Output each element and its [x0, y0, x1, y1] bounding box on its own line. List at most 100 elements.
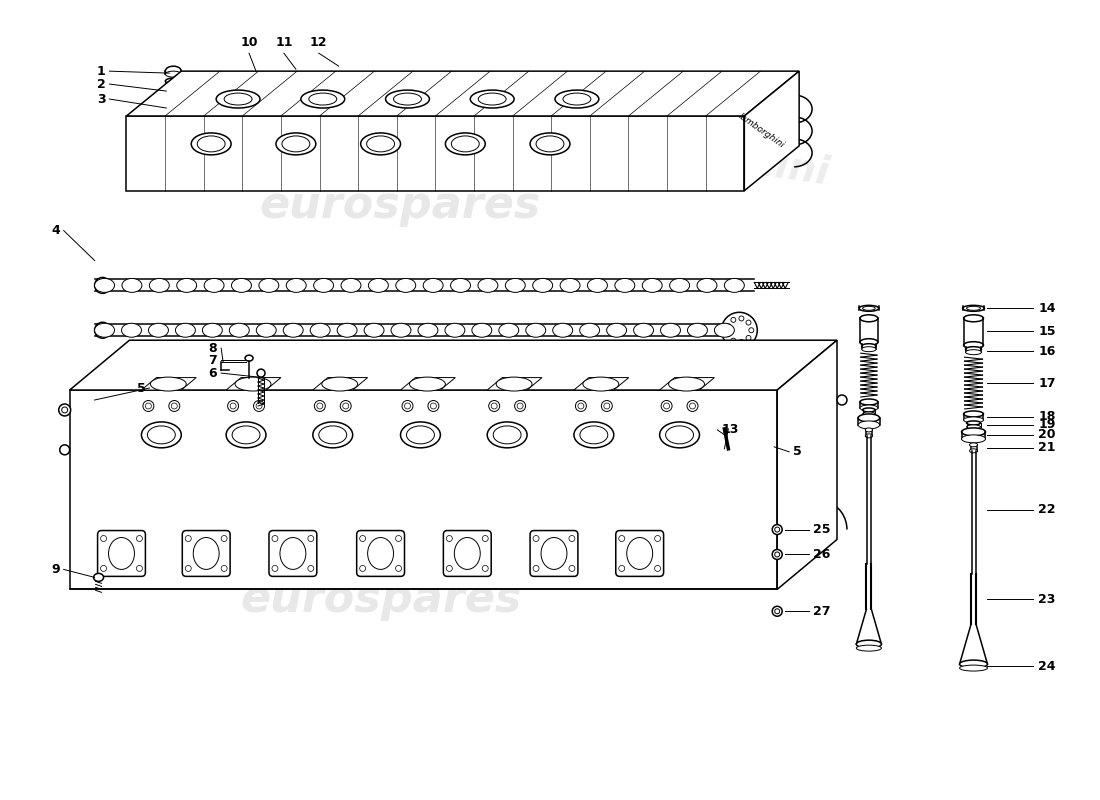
- Circle shape: [221, 535, 227, 542]
- Polygon shape: [126, 71, 799, 116]
- Circle shape: [619, 566, 625, 571]
- Circle shape: [221, 566, 227, 571]
- Ellipse shape: [472, 323, 492, 338]
- Ellipse shape: [860, 338, 878, 346]
- Ellipse shape: [587, 278, 607, 292]
- Circle shape: [100, 566, 107, 571]
- Ellipse shape: [283, 323, 304, 338]
- Ellipse shape: [231, 278, 252, 292]
- Circle shape: [482, 535, 488, 542]
- Circle shape: [402, 401, 412, 411]
- Ellipse shape: [725, 278, 745, 292]
- Ellipse shape: [722, 312, 757, 348]
- Ellipse shape: [858, 421, 880, 429]
- Ellipse shape: [688, 323, 707, 338]
- Ellipse shape: [122, 278, 142, 292]
- Ellipse shape: [232, 426, 260, 444]
- Ellipse shape: [660, 323, 681, 338]
- Circle shape: [230, 403, 236, 409]
- Ellipse shape: [256, 323, 276, 338]
- Ellipse shape: [860, 314, 878, 322]
- Circle shape: [492, 403, 497, 409]
- Polygon shape: [69, 340, 837, 390]
- Circle shape: [575, 401, 586, 411]
- Ellipse shape: [235, 377, 271, 391]
- Circle shape: [340, 401, 351, 411]
- Text: 14: 14: [1038, 302, 1056, 315]
- Text: 20: 20: [1038, 428, 1056, 442]
- Circle shape: [534, 535, 539, 542]
- Ellipse shape: [409, 377, 446, 391]
- Text: 27: 27: [813, 605, 830, 618]
- Ellipse shape: [217, 90, 260, 108]
- Ellipse shape: [552, 323, 573, 338]
- Ellipse shape: [860, 405, 878, 411]
- Ellipse shape: [560, 278, 580, 292]
- Ellipse shape: [961, 428, 986, 436]
- Circle shape: [730, 338, 736, 343]
- Ellipse shape: [148, 323, 168, 338]
- Polygon shape: [487, 378, 542, 390]
- Circle shape: [59, 445, 69, 455]
- Ellipse shape: [961, 435, 986, 443]
- Ellipse shape: [165, 66, 182, 76]
- Circle shape: [428, 401, 439, 411]
- Ellipse shape: [309, 93, 337, 105]
- Ellipse shape: [471, 90, 514, 108]
- Ellipse shape: [964, 417, 983, 423]
- Circle shape: [774, 609, 780, 614]
- Ellipse shape: [967, 421, 980, 425]
- Text: 23: 23: [1038, 593, 1056, 606]
- Ellipse shape: [966, 350, 981, 354]
- Circle shape: [447, 566, 452, 571]
- Ellipse shape: [142, 422, 182, 448]
- Ellipse shape: [866, 434, 872, 438]
- Ellipse shape: [477, 278, 498, 292]
- Circle shape: [772, 606, 782, 616]
- Ellipse shape: [165, 71, 182, 77]
- Text: 7: 7: [208, 354, 217, 366]
- Ellipse shape: [282, 136, 310, 152]
- Circle shape: [396, 566, 402, 571]
- Circle shape: [569, 566, 575, 571]
- Text: 12: 12: [310, 36, 328, 50]
- Ellipse shape: [967, 306, 980, 310]
- Ellipse shape: [147, 426, 175, 444]
- Ellipse shape: [202, 323, 222, 338]
- Ellipse shape: [967, 425, 980, 429]
- Circle shape: [447, 535, 452, 542]
- Polygon shape: [400, 378, 455, 390]
- Circle shape: [746, 320, 751, 325]
- Text: lamborghini: lamborghini: [566, 118, 833, 193]
- Ellipse shape: [312, 422, 353, 448]
- Text: 1: 1: [97, 65, 106, 78]
- Circle shape: [228, 401, 239, 411]
- Ellipse shape: [964, 342, 983, 349]
- Ellipse shape: [424, 278, 443, 292]
- Circle shape: [136, 566, 142, 571]
- Ellipse shape: [394, 93, 421, 105]
- Text: eurospares: eurospares: [260, 184, 541, 227]
- Ellipse shape: [95, 323, 114, 338]
- Circle shape: [482, 566, 488, 571]
- Ellipse shape: [697, 278, 717, 292]
- Circle shape: [396, 535, 402, 542]
- Ellipse shape: [536, 136, 564, 152]
- Ellipse shape: [175, 323, 196, 338]
- Text: eurospares: eurospares: [240, 578, 521, 621]
- FancyBboxPatch shape: [443, 530, 492, 576]
- Ellipse shape: [580, 426, 608, 444]
- Polygon shape: [126, 116, 745, 190]
- Ellipse shape: [257, 369, 265, 377]
- Ellipse shape: [530, 133, 570, 155]
- Ellipse shape: [390, 323, 411, 338]
- Ellipse shape: [151, 377, 186, 391]
- Ellipse shape: [583, 377, 619, 391]
- Ellipse shape: [962, 306, 984, 311]
- Circle shape: [661, 401, 672, 411]
- Circle shape: [604, 403, 609, 409]
- Circle shape: [308, 535, 314, 542]
- FancyBboxPatch shape: [616, 530, 663, 576]
- Circle shape: [730, 318, 736, 322]
- Circle shape: [663, 403, 670, 409]
